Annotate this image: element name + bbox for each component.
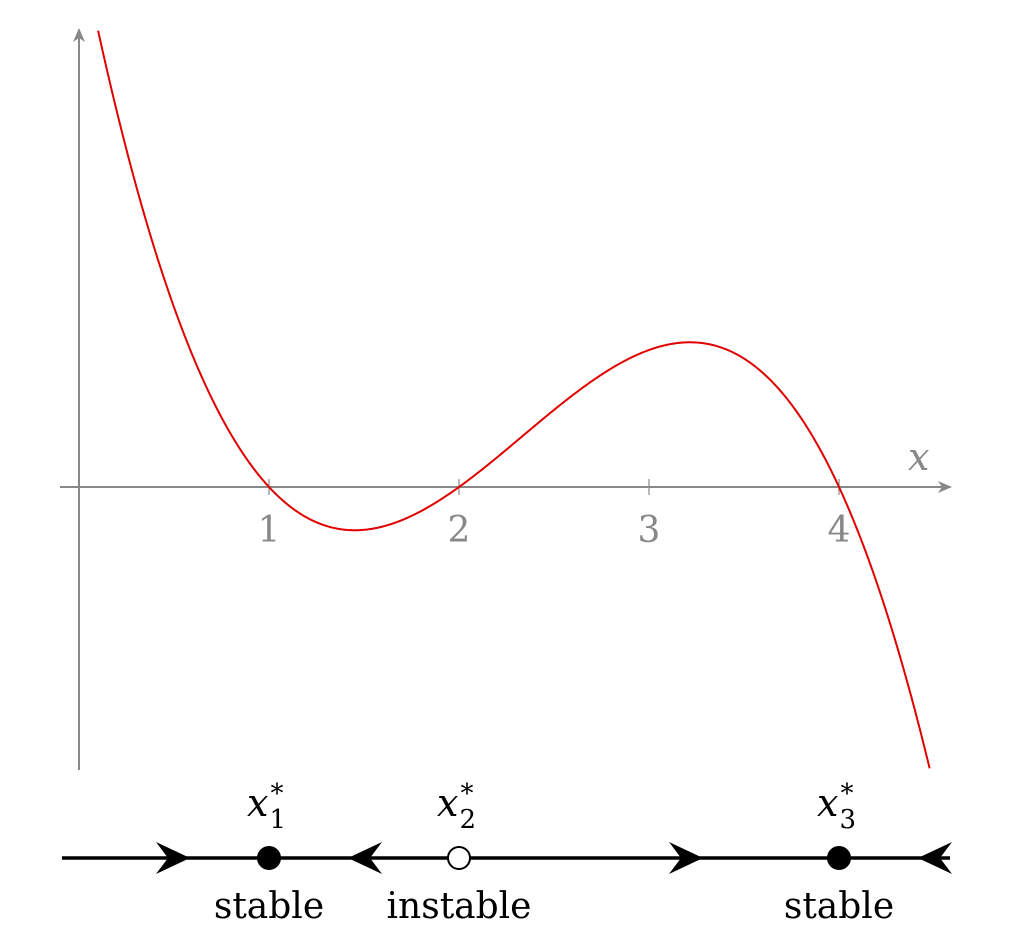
- fixed-point-symbol: x: [247, 781, 268, 825]
- x-axis-label: x: [908, 435, 929, 479]
- x-tick-label: 4: [828, 510, 851, 551]
- fixed-point-label: x* 3: [817, 779, 856, 835]
- fixed-point-superscript: *: [460, 779, 473, 809]
- fixed-point-superscript: *: [270, 779, 283, 809]
- unstable-point-marker: [447, 846, 471, 870]
- fixed-point-superscript: *: [840, 779, 853, 809]
- fixed-point-subscript: 3: [839, 805, 856, 835]
- stability-label: stable: [214, 886, 324, 927]
- stability-label: instable: [387, 886, 532, 927]
- fixed-point-label: x* 1: [247, 779, 286, 835]
- function-curve: [97, 30, 931, 769]
- x-tick-label: 3: [638, 510, 661, 551]
- x-tick-label: 2: [448, 510, 471, 551]
- stable-point-marker: [257, 846, 281, 870]
- stable-point-marker: [827, 846, 851, 870]
- phase-arrows: [156, 842, 952, 874]
- phase-arrow-right: [156, 842, 190, 874]
- phase-arrow-left: [918, 842, 952, 874]
- phase-arrow-left: [348, 842, 382, 874]
- fixed-point-symbol: x: [817, 781, 838, 825]
- x-tick-label: 1: [258, 510, 281, 551]
- fixed-point-label: x* 2: [437, 779, 476, 835]
- fixed-point-subscript: 1: [269, 805, 286, 835]
- fixed-point-symbol: x: [437, 781, 458, 825]
- fixed-point-subscript: 2: [459, 805, 476, 835]
- stability-label: stable: [784, 886, 894, 927]
- x-axis-tick-labels: 1 2 3 4: [258, 510, 851, 551]
- phase-arrow-right: [669, 842, 703, 874]
